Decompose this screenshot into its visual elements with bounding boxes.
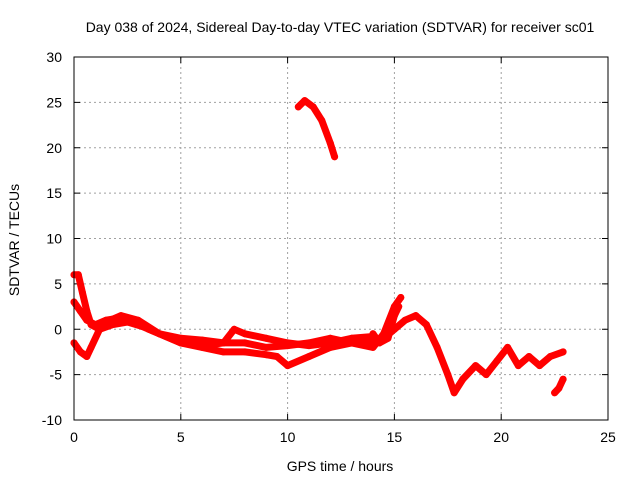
data-point xyxy=(87,343,95,351)
data-series xyxy=(70,97,567,397)
data-point xyxy=(450,389,458,397)
chart-title: Day 038 of 2024, Sidereal Day-to-day VTE… xyxy=(86,19,595,35)
data-point xyxy=(397,294,405,301)
data-point xyxy=(422,321,430,329)
x-tick-label: 10 xyxy=(280,429,296,445)
data-point xyxy=(74,271,82,279)
data-point xyxy=(284,362,292,370)
y-tick-label: 25 xyxy=(46,94,62,110)
data-point xyxy=(493,357,501,365)
data-point xyxy=(134,316,142,324)
data-point xyxy=(305,353,313,360)
data-point xyxy=(241,330,249,338)
data-point xyxy=(305,342,313,350)
data-point xyxy=(390,312,398,320)
data-point xyxy=(79,289,86,297)
data-point xyxy=(241,348,249,356)
y-tick-label: -10 xyxy=(42,412,62,428)
y-tick-label: 30 xyxy=(46,49,62,65)
data-point xyxy=(401,316,409,324)
data-point xyxy=(395,303,403,311)
data-point xyxy=(284,339,292,347)
data-point xyxy=(220,339,227,347)
data-point xyxy=(198,336,206,344)
data-point xyxy=(331,153,339,161)
y-tick-label: 15 xyxy=(46,185,62,201)
data-point xyxy=(273,353,281,360)
y-tick-label: 20 xyxy=(46,140,62,156)
data-point xyxy=(459,375,467,383)
x-tick-label: 25 xyxy=(600,429,616,445)
data-point xyxy=(369,343,377,351)
data-point xyxy=(412,312,420,320)
data-point xyxy=(444,371,452,379)
data-point xyxy=(525,353,533,360)
data-point xyxy=(301,97,309,105)
data-point xyxy=(262,334,270,342)
data-point xyxy=(559,375,567,383)
y-tick-label: 10 xyxy=(46,231,62,247)
data-point xyxy=(76,307,84,315)
data-point xyxy=(117,312,125,320)
data-point xyxy=(546,353,554,360)
data-point xyxy=(309,103,317,111)
data-point xyxy=(559,348,567,356)
x-tick-label: 20 xyxy=(493,429,509,445)
data-point xyxy=(384,334,392,342)
data-point xyxy=(262,351,270,359)
data-point xyxy=(326,343,334,351)
data-point xyxy=(514,362,522,370)
data-point xyxy=(83,353,91,360)
y-tick-label: -5 xyxy=(50,367,63,383)
data-point xyxy=(294,103,302,111)
data-point xyxy=(536,362,544,370)
x-tick-label: 0 xyxy=(70,429,78,445)
grid xyxy=(74,57,608,420)
data-point xyxy=(551,389,559,397)
data-point xyxy=(87,321,95,329)
data-point xyxy=(375,339,383,347)
data-point xyxy=(241,339,249,347)
data-point xyxy=(177,339,185,347)
data-point xyxy=(504,343,512,351)
plot-frame xyxy=(73,56,609,421)
data-point xyxy=(482,371,490,379)
x-tick-label: 15 xyxy=(387,429,403,445)
data-point xyxy=(155,330,163,338)
data-point xyxy=(220,348,227,356)
data-point xyxy=(76,348,84,356)
data-point xyxy=(326,139,334,147)
data-point xyxy=(198,343,206,351)
x-tick-label: 5 xyxy=(177,429,185,445)
x-axis-label: GPS time / hours xyxy=(287,458,394,474)
data-point xyxy=(555,384,563,392)
y-tick-label: 5 xyxy=(54,276,62,292)
data-point xyxy=(262,343,270,351)
data-point xyxy=(348,339,356,347)
data-point xyxy=(472,362,480,370)
axes: 0 5 10 15 20 25 -10 -5 0 5 10 15 20 25 30 xyxy=(42,49,616,445)
data-point xyxy=(369,330,377,338)
data-point xyxy=(83,307,91,315)
y-tick-label: 0 xyxy=(54,321,62,337)
data-point xyxy=(106,316,114,324)
data-point xyxy=(318,117,326,124)
y-axis-label: SDTVAR / TECUs xyxy=(6,184,22,296)
data-point xyxy=(230,325,238,333)
data-point xyxy=(433,343,441,351)
data-point xyxy=(96,325,104,333)
